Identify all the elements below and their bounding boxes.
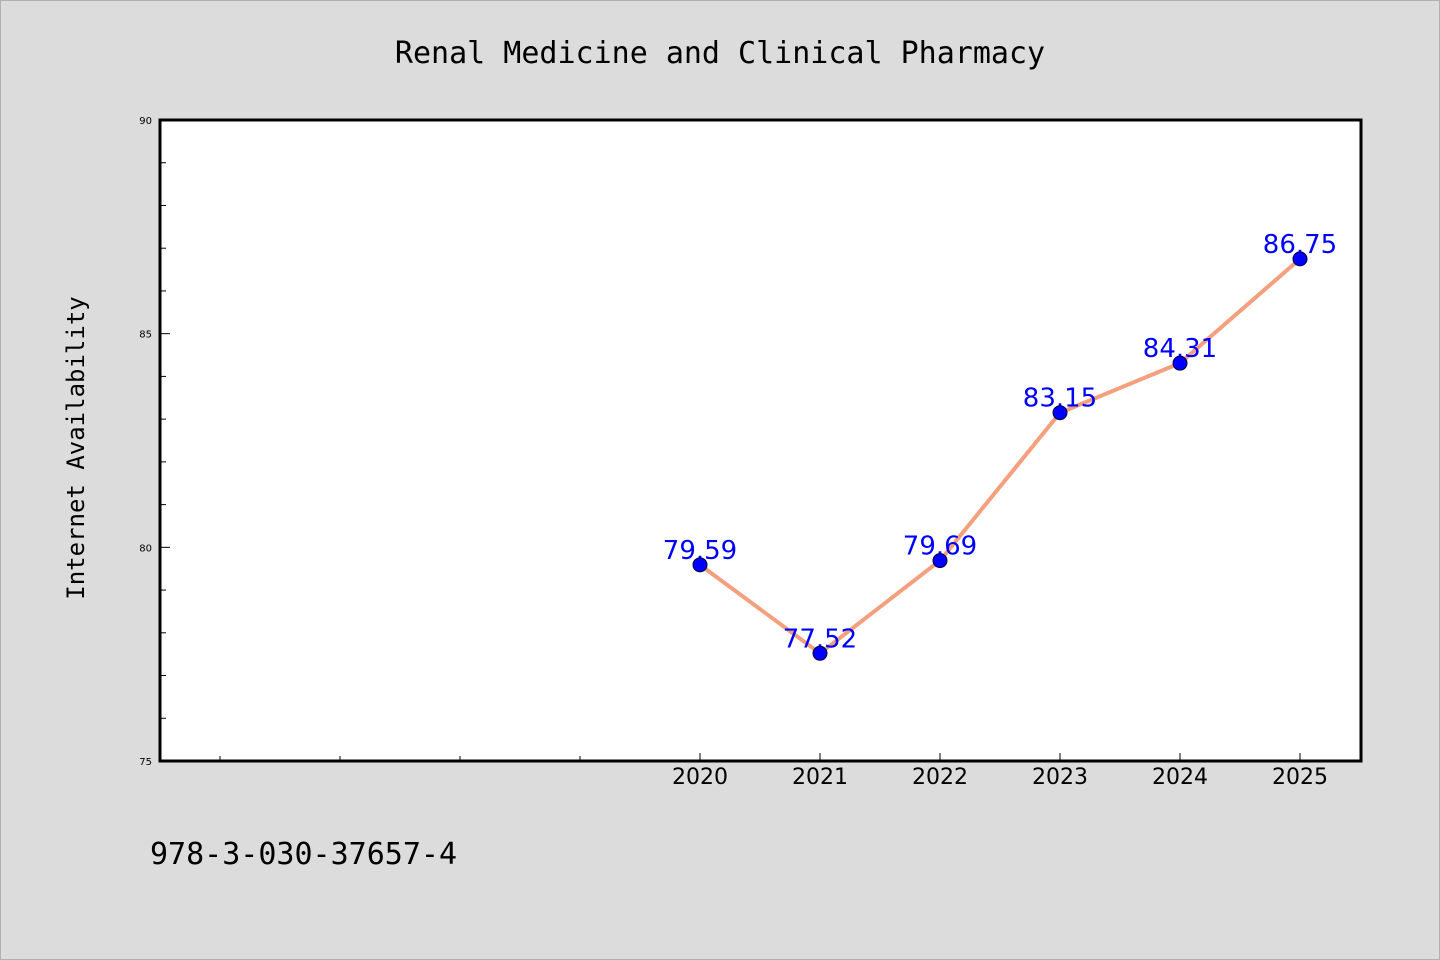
x-tick-label: 2021 [792, 765, 848, 790]
data-point [1292, 251, 1308, 267]
data-point [692, 557, 708, 573]
y-axis-label: Internet Availability [62, 296, 90, 599]
y-axis-ticks: 75 80 85 90 [139, 116, 170, 768]
y-tick-label: 90 [139, 116, 152, 127]
x-tick-label: 2024 [1152, 765, 1208, 790]
plot-area [158, 118, 1363, 763]
data-point [1052, 405, 1068, 421]
x-tick-label: 2022 [912, 765, 968, 790]
chart-title: Renal Medicine and Clinical Pharmacy [395, 36, 1045, 71]
data-point [812, 645, 828, 661]
x-tick-label: 2025 [1272, 765, 1328, 790]
x-axis-ticks: 2020 2021 2022 2023 2024 2025 [219, 753, 1328, 790]
data-point [1172, 355, 1188, 371]
x-tick-label: 2020 [672, 765, 728, 790]
data-point [932, 553, 948, 569]
footer-code: 978-3-030-37657-4 [150, 837, 457, 872]
series-line [698, 257, 1302, 656]
y-tick-label: 85 [139, 330, 152, 341]
y-tick-label: 80 [139, 543, 152, 554]
x-tick-label: 2023 [1032, 765, 1088, 790]
y-tick-label: 75 [139, 757, 152, 768]
data-points [692, 251, 1308, 661]
